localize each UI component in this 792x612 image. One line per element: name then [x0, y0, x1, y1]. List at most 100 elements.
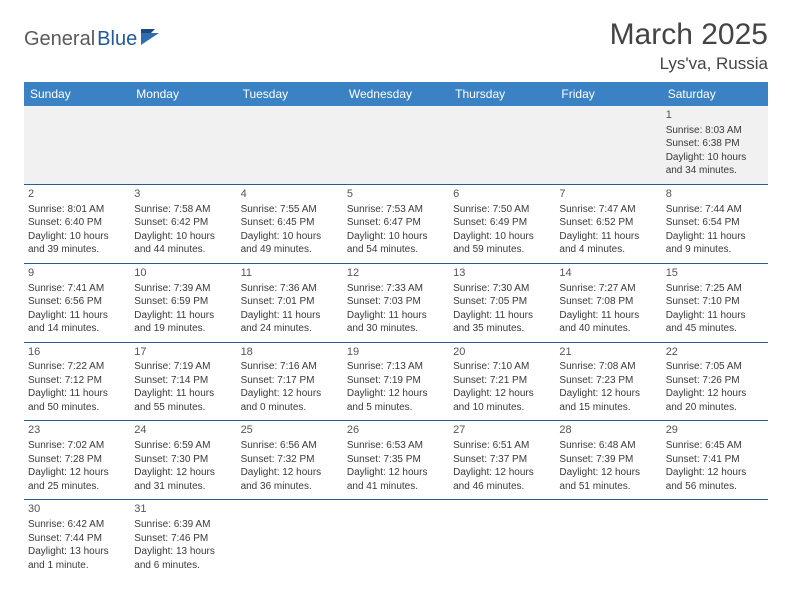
daylight2-text: and 10 minutes. [453, 401, 551, 415]
sunrise-text: Sunrise: 8:03 AM [666, 124, 764, 138]
sunset-text: Sunset: 7:21 PM [453, 374, 551, 388]
sunset-text: Sunset: 7:17 PM [241, 374, 339, 388]
daylight2-text: and 41 minutes. [347, 480, 445, 494]
day-number: 13 [453, 266, 551, 281]
sunset-text: Sunset: 6:54 PM [666, 216, 764, 230]
daylight1-text: Daylight: 12 hours [559, 387, 657, 401]
sunset-text: Sunset: 7:32 PM [241, 453, 339, 467]
daylight2-text: and 39 minutes. [28, 243, 126, 257]
calendar-cell: 30Sunrise: 6:42 AMSunset: 7:44 PMDayligh… [24, 500, 130, 578]
sunset-text: Sunset: 6:38 PM [666, 137, 764, 151]
daylight1-text: Daylight: 12 hours [559, 466, 657, 480]
calendar-cell: 28Sunrise: 6:48 AMSunset: 7:39 PMDayligh… [555, 421, 661, 500]
calendar-cell: 21Sunrise: 7:08 AMSunset: 7:23 PMDayligh… [555, 342, 661, 421]
calendar-cell [662, 500, 768, 578]
day-number: 5 [347, 187, 445, 202]
sunset-text: Sunset: 7:01 PM [241, 295, 339, 309]
brand-logo: General Blue [24, 18, 163, 51]
daylight1-text: Daylight: 10 hours [453, 230, 551, 244]
day-number: 18 [241, 345, 339, 360]
sunset-text: Sunset: 7:39 PM [559, 453, 657, 467]
calendar-cell [343, 106, 449, 184]
calendar-cell [237, 106, 343, 184]
sunset-text: Sunset: 7:41 PM [666, 453, 764, 467]
sunrise-text: Sunrise: 6:51 AM [453, 439, 551, 453]
calendar-cell [237, 500, 343, 578]
calendar-cell: 22Sunrise: 7:05 AMSunset: 7:26 PMDayligh… [662, 342, 768, 421]
sunset-text: Sunset: 7:12 PM [28, 374, 126, 388]
calendar-row: 16Sunrise: 7:22 AMSunset: 7:12 PMDayligh… [24, 342, 768, 421]
daylight2-text: and 55 minutes. [134, 401, 232, 415]
sunrise-text: Sunrise: 7:33 AM [347, 282, 445, 296]
daylight1-text: Daylight: 11 hours [134, 387, 232, 401]
day-number: 17 [134, 345, 232, 360]
day-number: 20 [453, 345, 551, 360]
daylight2-text: and 34 minutes. [666, 164, 764, 178]
day-number: 21 [559, 345, 657, 360]
daylight1-text: Daylight: 12 hours [347, 466, 445, 480]
day-number: 2 [28, 187, 126, 202]
calendar-row: 23Sunrise: 7:02 AMSunset: 7:28 PMDayligh… [24, 421, 768, 500]
day-number: 22 [666, 345, 764, 360]
calendar-cell: 7Sunrise: 7:47 AMSunset: 6:52 PMDaylight… [555, 184, 661, 263]
sunset-text: Sunset: 7:19 PM [347, 374, 445, 388]
daylight2-text: and 40 minutes. [559, 322, 657, 336]
calendar-cell: 20Sunrise: 7:10 AMSunset: 7:21 PMDayligh… [449, 342, 555, 421]
sunset-text: Sunset: 7:10 PM [666, 295, 764, 309]
calendar-cell: 29Sunrise: 6:45 AMSunset: 7:41 PMDayligh… [662, 421, 768, 500]
sunset-text: Sunset: 6:49 PM [453, 216, 551, 230]
daylight1-text: Daylight: 11 hours [666, 230, 764, 244]
sunset-text: Sunset: 7:35 PM [347, 453, 445, 467]
day-number: 27 [453, 423, 551, 438]
calendar-body: 1Sunrise: 8:03 AMSunset: 6:38 PM Daylight… [24, 106, 768, 578]
calendar-cell: 27Sunrise: 6:51 AMSunset: 7:37 PMDayligh… [449, 421, 555, 500]
day-number: 25 [241, 423, 339, 438]
daylight2-text: and 14 minutes. [28, 322, 126, 336]
daylight2-text: and 35 minutes. [453, 322, 551, 336]
daylight2-text: and 45 minutes. [666, 322, 764, 336]
day-number: 8 [666, 187, 764, 202]
calendar-cell: 24Sunrise: 6:59 AMSunset: 7:30 PMDayligh… [130, 421, 236, 500]
sunset-text: Sunset: 7:03 PM [347, 295, 445, 309]
daylight2-text: and 4 minutes. [559, 243, 657, 257]
location: Lys'va, Russia [610, 54, 768, 74]
sunrise-text: Sunrise: 7:19 AM [134, 360, 232, 374]
daylight1-text: Daylight: 12 hours [134, 466, 232, 480]
daylight1-text: Daylight: 11 hours [28, 387, 126, 401]
day-number: 7 [559, 187, 657, 202]
sunrise-text: Sunrise: 7:53 AM [347, 203, 445, 217]
day-number: 31 [134, 502, 232, 517]
daylight2-text: and 24 minutes. [241, 322, 339, 336]
sunrise-text: Sunrise: 7:16 AM [241, 360, 339, 374]
daylight2-text: and 19 minutes. [134, 322, 232, 336]
calendar-cell: 25Sunrise: 6:56 AMSunset: 7:32 PMDayligh… [237, 421, 343, 500]
daylight2-text: and 20 minutes. [666, 401, 764, 415]
daylight1-text: Daylight: 13 hours [134, 545, 232, 559]
daylight2-text: and 49 minutes. [241, 243, 339, 257]
sunrise-text: Sunrise: 7:47 AM [559, 203, 657, 217]
sunset-text: Sunset: 6:40 PM [28, 216, 126, 230]
day-number: 16 [28, 345, 126, 360]
daylight2-text: and 59 minutes. [453, 243, 551, 257]
sunset-text: Sunset: 7:44 PM [28, 532, 126, 546]
daylight1-text: Daylight: 12 hours [453, 466, 551, 480]
header-row: Sunday Monday Tuesday Wednesday Thursday… [24, 82, 768, 106]
daylight1-text: Daylight: 11 hours [453, 309, 551, 323]
calendar-cell: 3Sunrise: 7:58 AMSunset: 6:42 PMDaylight… [130, 184, 236, 263]
sunset-text: Sunset: 7:08 PM [559, 295, 657, 309]
calendar-row: 1Sunrise: 8:03 AMSunset: 6:38 PMDaylight… [24, 106, 768, 184]
day-number: 15 [666, 266, 764, 281]
daylight2-text: and 36 minutes. [241, 480, 339, 494]
daylight1-text: Daylight: 12 hours [28, 466, 126, 480]
calendar-cell: 4Sunrise: 7:55 AMSunset: 6:45 PMDaylight… [237, 184, 343, 263]
calendar-cell: 13Sunrise: 7:30 AMSunset: 7:05 PMDayligh… [449, 263, 555, 342]
daylight1-text: Daylight: 10 hours [134, 230, 232, 244]
daylight1-text: Daylight: 12 hours [241, 466, 339, 480]
daylight1-text: Daylight: 13 hours [28, 545, 126, 559]
daylight1-text: Daylight: 12 hours [453, 387, 551, 401]
sunrise-text: Sunrise: 7:02 AM [28, 439, 126, 453]
sunrise-text: Sunrise: 6:45 AM [666, 439, 764, 453]
col-saturday: Saturday [662, 82, 768, 106]
calendar-cell: 17Sunrise: 7:19 AMSunset: 7:14 PMDayligh… [130, 342, 236, 421]
day-number: 1 [666, 108, 764, 123]
